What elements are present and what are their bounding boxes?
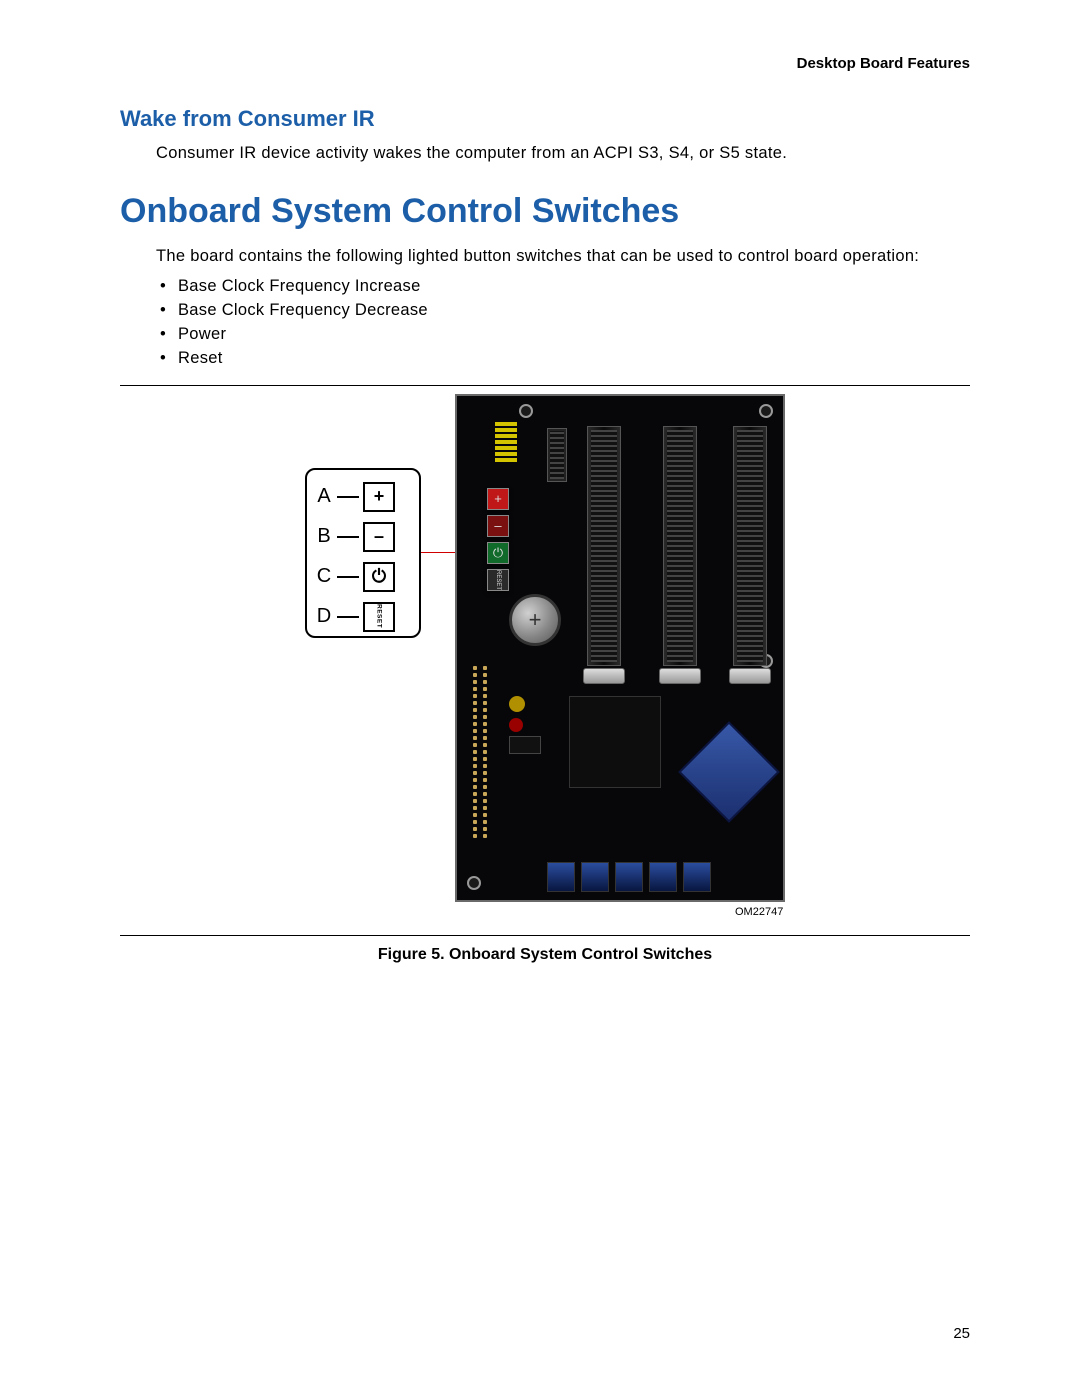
bottom-connectors-icon <box>547 862 711 892</box>
plus-icon: + <box>363 482 395 512</box>
pin-header-icon <box>483 666 487 841</box>
figure-id-label: OM22747 <box>735 906 783 918</box>
callout-dash <box>337 576 359 578</box>
chipset-area-icon <box>569 696 661 788</box>
minus-icon: – <box>363 522 395 552</box>
pin-header-icon <box>473 666 477 841</box>
figure-5: A + B – C ⏻ D RESET <box>120 394 970 929</box>
callout-dash <box>337 536 359 538</box>
slot-latch-icon <box>729 668 771 684</box>
callout-label: C <box>315 565 333 588</box>
callout-row-b: B – <box>315 520 411 554</box>
callout-row-d: D RESET <box>315 600 411 634</box>
intel-chip-icon <box>678 721 780 823</box>
figure-caption: Figure 5. Onboard System Control Switche… <box>120 946 970 964</box>
mounting-hole-icon <box>467 876 481 890</box>
board-diagram: A + B – C ⏻ D RESET <box>275 394 815 924</box>
mounting-hole-icon <box>519 404 533 418</box>
onboard-switches-intro: The board contains the following lighted… <box>156 245 970 269</box>
led-bank-icon <box>495 422 517 464</box>
bclk-increase-button: + <box>487 488 509 510</box>
switch-bullet-list: Base Clock Frequency Increase Base Clock… <box>156 275 970 371</box>
callout-label: A <box>315 485 333 508</box>
pcie-slot-icon <box>663 426 697 666</box>
slot-latch-icon <box>659 668 701 684</box>
callout-dash <box>337 616 359 618</box>
bclk-decrease-button: – <box>487 515 509 537</box>
reset-icon: RESET <box>363 602 395 632</box>
pcie-x1-slot-icon <box>547 428 567 482</box>
power-icon: ⏻ <box>363 562 395 592</box>
callout-row-c: C ⏻ <box>315 560 411 594</box>
reset-button: RESET <box>487 569 509 591</box>
capacitor-icon <box>509 696 525 712</box>
mounting-hole-icon <box>759 404 773 418</box>
callout-panel: A + B – C ⏻ D RESET <box>305 468 421 638</box>
bullet-item: Base Clock Frequency Increase <box>156 275 970 299</box>
figure-rule-bottom <box>120 935 970 936</box>
callout-dash <box>337 496 359 498</box>
wake-ir-heading: Wake from Consumer IR <box>120 106 970 132</box>
pcie-slot-icon <box>587 426 621 666</box>
callout-label: B <box>315 525 333 548</box>
bullet-item: Base Clock Frequency Decrease <box>156 299 970 323</box>
power-button: ⏻ <box>487 542 509 564</box>
callout-row-a: A + <box>315 480 411 514</box>
wake-ir-text: Consumer IR device activity wakes the co… <box>156 142 970 166</box>
led-icon <box>509 718 523 732</box>
header-icon <box>509 736 541 754</box>
figure-rule-top <box>120 385 970 386</box>
pcie-slot-icon <box>733 426 767 666</box>
onboard-switches-heading: Onboard System Control Switches <box>120 192 970 231</box>
onboard-switch-column: + – ⏻ RESET <box>487 488 509 596</box>
bullet-item: Reset <box>156 347 970 371</box>
motherboard-illustration: + – ⏻ RESET + <box>455 394 785 902</box>
header-section-name: Desktop Board Features <box>120 55 970 72</box>
slot-latch-icon <box>583 668 625 684</box>
callout-label: D <box>315 605 333 628</box>
page-number: 25 <box>953 1325 970 1342</box>
bullet-item: Power <box>156 323 970 347</box>
cmos-battery-icon: + <box>509 594 561 646</box>
